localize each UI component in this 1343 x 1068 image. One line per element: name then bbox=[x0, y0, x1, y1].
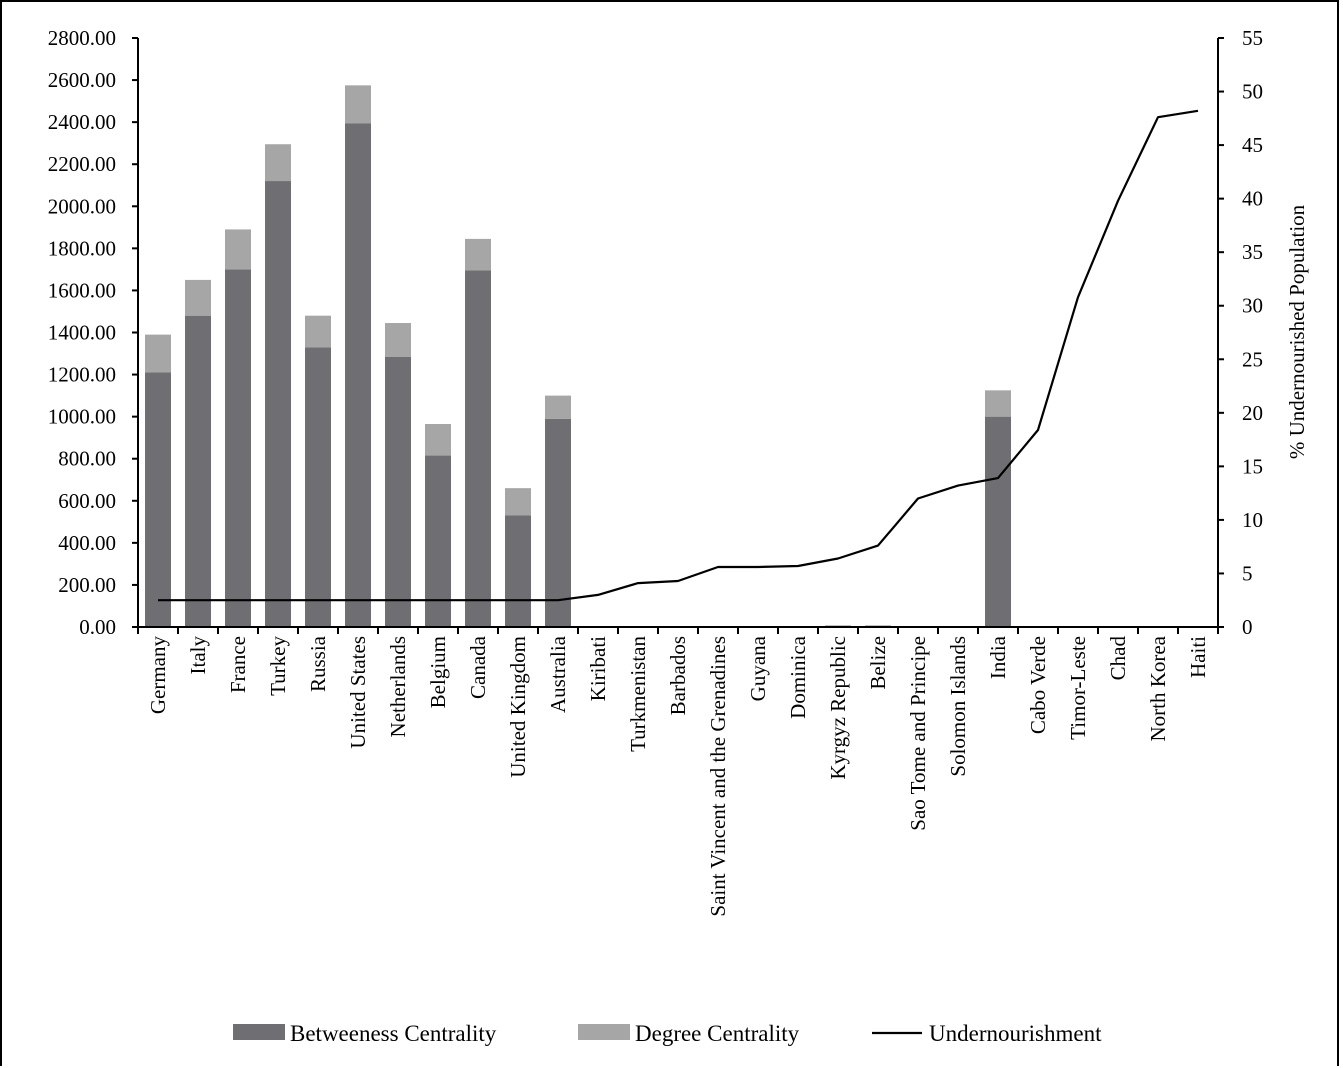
bar-betweeness bbox=[465, 270, 491, 627]
left-tick-label: 1000.00 bbox=[48, 405, 116, 429]
category-label: Kiribati bbox=[586, 636, 610, 701]
bar-betweeness bbox=[985, 416, 1011, 627]
bar-betweeness bbox=[505, 515, 531, 627]
category-label: Saint Vincent and the Grenadines bbox=[706, 636, 730, 917]
legend: Betweeness Centrality Degree Centrality Un… bbox=[233, 1021, 1102, 1046]
bar-degree bbox=[145, 334, 171, 373]
bar-degree bbox=[385, 323, 411, 357]
legend-label: Degree Centrality bbox=[635, 1021, 800, 1046]
category-label: Turkey bbox=[266, 636, 290, 696]
bar-betweeness bbox=[425, 455, 451, 627]
line-series bbox=[158, 109, 1199, 602]
right-tick-label: 50 bbox=[1242, 80, 1263, 104]
bar-betweeness bbox=[385, 356, 411, 627]
right-tick-label: 45 bbox=[1242, 133, 1263, 157]
left-tick-label: 200.00 bbox=[58, 573, 116, 597]
right-tick-label: 40 bbox=[1242, 187, 1263, 211]
right-tick-label: 20 bbox=[1242, 401, 1263, 425]
category-label: Haiti bbox=[1186, 636, 1210, 678]
left-tick-label: 2800.00 bbox=[48, 26, 116, 50]
bar-betweeness bbox=[345, 123, 371, 627]
right-tick-label: 30 bbox=[1242, 294, 1263, 318]
category-label: North Korea bbox=[1146, 635, 1170, 741]
bar-degree bbox=[305, 315, 331, 348]
left-tick-label: 800.00 bbox=[58, 447, 116, 471]
left-tick-label: 2200.00 bbox=[48, 152, 116, 176]
bar-betweeness bbox=[265, 181, 291, 628]
category-label: Australia bbox=[546, 635, 570, 713]
category-label: India bbox=[986, 635, 1010, 679]
legend-swatch bbox=[233, 1024, 285, 1040]
left-tick-label: 400.00 bbox=[58, 531, 116, 555]
bar-betweeness bbox=[305, 347, 331, 627]
category-label: Barbados bbox=[666, 636, 690, 715]
category-label: Sao Tome and Principe bbox=[906, 636, 930, 831]
legend-swatch bbox=[578, 1024, 630, 1040]
bar-degree bbox=[425, 424, 451, 456]
bar-series bbox=[145, 85, 1011, 628]
bar-betweeness bbox=[225, 269, 251, 627]
category-label: Chad bbox=[1106, 636, 1130, 681]
left-tick-label: 2000.00 bbox=[48, 194, 116, 218]
category-label: Solomon Islands bbox=[946, 636, 970, 777]
category-label: Canada bbox=[466, 635, 490, 699]
category-label: Kyrgyz Republic bbox=[826, 636, 850, 780]
category-label: Italy bbox=[186, 636, 210, 675]
category-label: France bbox=[226, 636, 250, 693]
category-label: Cabo Verde bbox=[1026, 636, 1050, 734]
right-axis-title: % Undernourished Population bbox=[1285, 204, 1309, 459]
bar-degree bbox=[185, 279, 211, 316]
bar-degree bbox=[465, 238, 491, 271]
left-tick-label: 600.00 bbox=[58, 489, 116, 513]
category-label: United States bbox=[346, 636, 370, 749]
category-label: Turkmenistan bbox=[626, 636, 650, 752]
right-tick-label: 0 bbox=[1242, 615, 1253, 639]
right-tick-label: 35 bbox=[1242, 240, 1263, 264]
bar-degree bbox=[545, 395, 571, 419]
bar-betweeness bbox=[145, 372, 171, 627]
bar-degree bbox=[345, 85, 371, 124]
legend-label: Betweeness Centrality bbox=[290, 1021, 497, 1046]
x-axis: Germany Italy France Turkey Russia United Sta… bbox=[137, 626, 1219, 917]
category-label: United Kingdom bbox=[506, 636, 530, 778]
category-label: Russia bbox=[306, 635, 330, 692]
right-y-axis: 0 5 10 15 20 25 30 35 40 45 50 55 bbox=[1217, 26, 1263, 639]
right-tick-label: 55 bbox=[1242, 26, 1263, 50]
bar-betweeness bbox=[545, 418, 571, 627]
undernourishment-line bbox=[158, 109, 1199, 602]
left-y-axis: 0.00 200.00 400.00 600.00 800.00 1000.00 1200.… bbox=[48, 26, 139, 639]
left-tick-label: 0.00 bbox=[79, 615, 116, 639]
left-tick-label: 2600.00 bbox=[48, 68, 116, 92]
category-label: Belgium bbox=[426, 636, 450, 708]
category-label: Germany bbox=[146, 636, 170, 715]
left-tick-label: 2400.00 bbox=[48, 110, 116, 134]
category-label: Netherlands bbox=[386, 636, 410, 737]
right-tick-label: 5 bbox=[1242, 561, 1253, 585]
category-label: Dominica bbox=[786, 635, 810, 718]
left-tick-label: 1800.00 bbox=[48, 236, 116, 260]
category-label: Guyana bbox=[746, 635, 770, 701]
right-tick-label: 15 bbox=[1242, 454, 1263, 478]
left-tick-label: 1400.00 bbox=[48, 321, 116, 345]
category-label: Timor-Leste bbox=[1066, 636, 1090, 740]
legend-label: Undernourishment bbox=[929, 1021, 1102, 1046]
left-tick-label: 1200.00 bbox=[48, 363, 116, 387]
bar-degree bbox=[985, 390, 1011, 417]
left-tick-label: 1600.00 bbox=[48, 278, 116, 302]
bar-degree bbox=[505, 488, 531, 516]
category-label: Belize bbox=[866, 636, 890, 690]
bar-degree bbox=[225, 229, 251, 270]
bar-degree bbox=[265, 144, 291, 182]
right-tick-label: 10 bbox=[1242, 508, 1263, 532]
bar-betweeness bbox=[185, 315, 211, 627]
right-tick-label: 25 bbox=[1242, 347, 1263, 371]
